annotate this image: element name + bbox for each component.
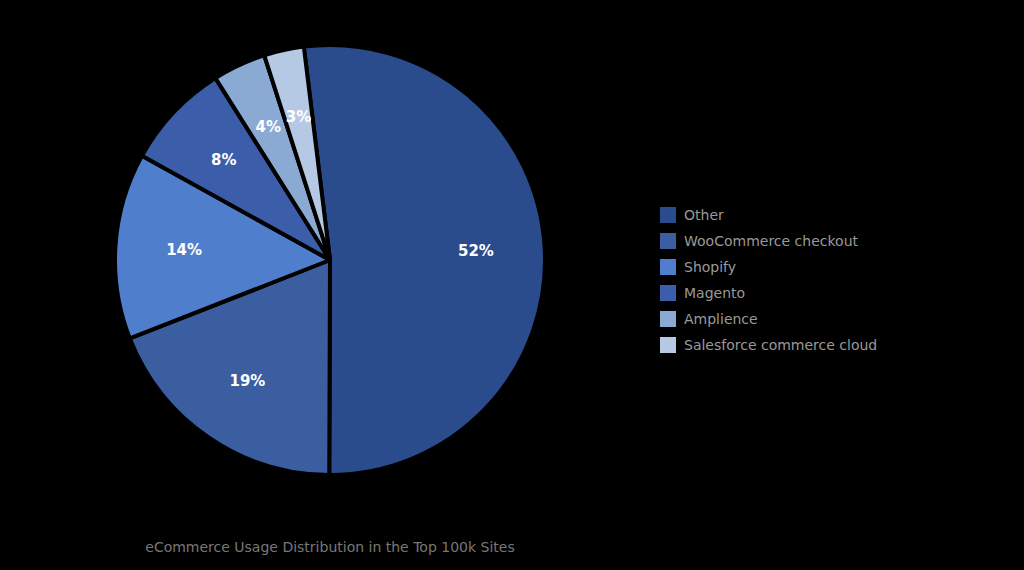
title: eCommerce Usage Distribution in the Top … [145,539,514,555]
legend-label: Magento [684,285,745,301]
legend-item: Magento [660,285,745,301]
data-label: 4% [255,118,280,136]
legend-swatch [660,259,676,275]
data-label: 14% [166,241,202,259]
pie-slice [304,45,545,475]
legend-label: Amplience [684,311,758,327]
background [0,0,1024,570]
chart: 52% 19% 14% 8% 4% 3% Other WooCommerce checkout… [0,0,1024,570]
legend-label: Other [684,207,724,223]
legend-swatch [660,285,676,301]
legend-item: Amplience [660,311,758,327]
legend-label: Shopify [684,259,736,275]
legend-item: Shopify [660,259,736,275]
legend-swatch [660,207,676,223]
legend-item: Other [660,207,724,223]
data-labels: 52% 19% 14% 8% 4% 3% [166,108,494,389]
data-label: 19% [229,372,265,390]
data-label: 52% [458,242,494,260]
legend-item: Salesforce commerce cloud [660,337,877,353]
legend-label: WooCommerce checkout [684,233,859,249]
data-label: 3% [286,108,311,126]
legend-swatch [660,233,676,249]
legend-swatch [660,311,676,327]
legend-swatch [660,337,676,353]
pie [115,45,545,475]
data-label: 8% [211,151,236,169]
legend-label: Salesforce commerce cloud [684,337,877,353]
pie-slice [264,47,330,260]
legend: Other WooCommerce checkout Shopify Magento A… [660,207,877,353]
legend-item: WooCommerce checkout [660,233,859,249]
